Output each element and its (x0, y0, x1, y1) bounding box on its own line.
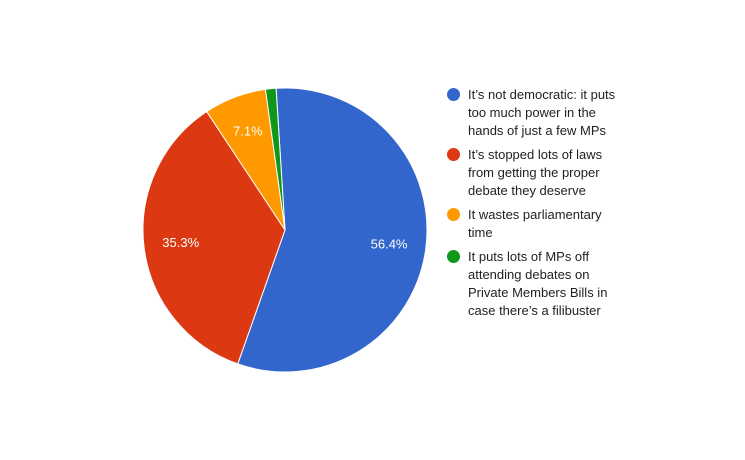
slice-value-label: 56.4% (371, 236, 408, 251)
legend-swatch (447, 148, 460, 161)
slice-value-label: 35.3% (162, 235, 199, 250)
legend-label: It wastes parliamentary time (468, 207, 602, 240)
pie-slice[interactable] (142, 110, 286, 365)
legend-label: It’s stopped lots of laws from getting t… (468, 147, 603, 198)
legend-label: It puts lots of MPs off attending debate… (468, 249, 608, 318)
slice-value-label: 7.1% (233, 124, 263, 139)
legend-item-not-democratic[interactable]: It’s not democratic: it puts too much po… (447, 86, 627, 140)
legend-swatch (447, 250, 460, 263)
legend-label: It’s not democratic: it puts too much po… (468, 87, 616, 138)
legend-item-puts-mps-off[interactable]: It puts lots of MPs off attending debate… (447, 248, 627, 320)
legend-item-stopped-laws[interactable]: It’s stopped lots of laws from getting t… (447, 146, 627, 200)
legend: It’s not democratic: it puts too much po… (447, 86, 627, 326)
pie-slice[interactable] (237, 87, 428, 373)
pie-slice[interactable] (264, 87, 286, 231)
legend-swatch (447, 88, 460, 101)
legend-item-wastes-time[interactable]: It wastes parliamentary time (447, 206, 627, 242)
legend-swatch (447, 208, 460, 221)
